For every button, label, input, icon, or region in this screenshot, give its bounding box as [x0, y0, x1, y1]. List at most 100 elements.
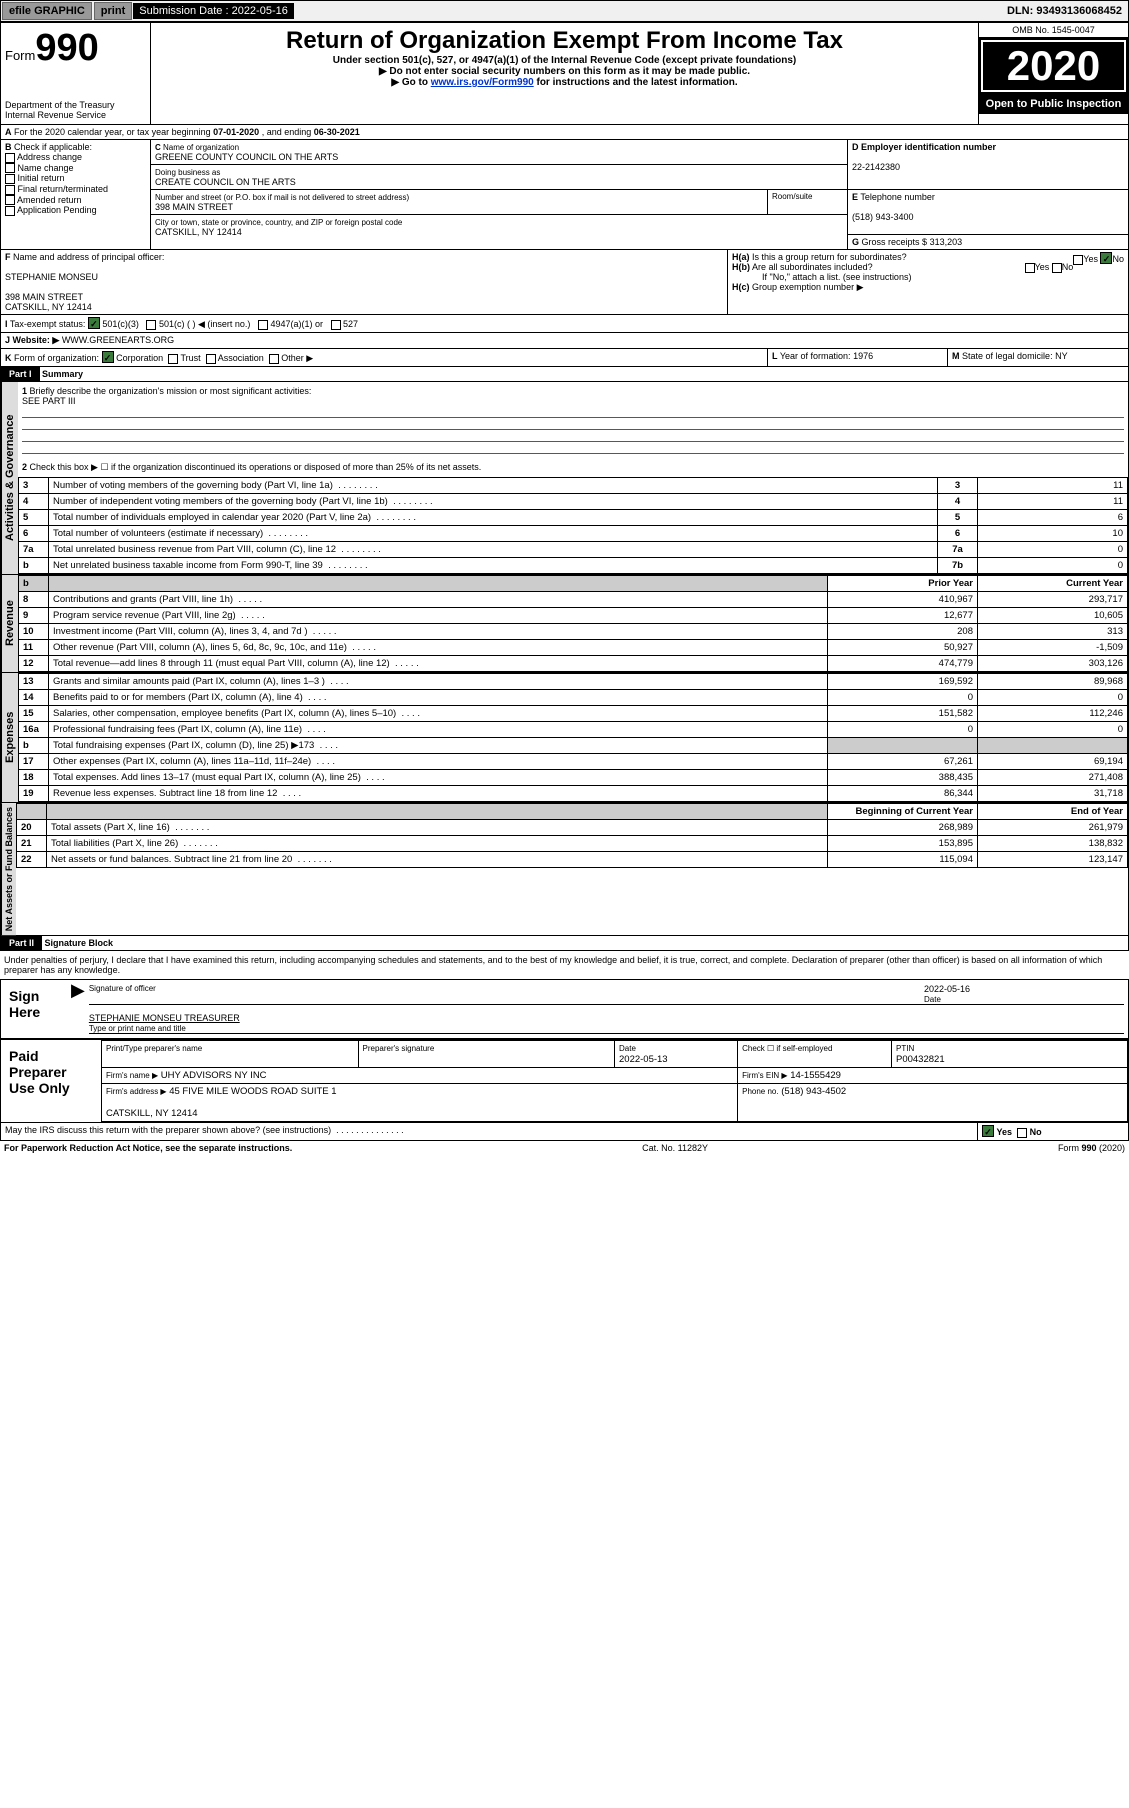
net-table: Beginning of Current YearEnd of Year20To…	[16, 803, 1128, 868]
sub3-pre: ▶ Go to	[391, 77, 430, 88]
part2-header: Part II Signature Block	[0, 936, 1129, 951]
line-klm: K Form of organization: ✓ Corporation Tr…	[0, 349, 1129, 367]
b-checkbox[interactable]	[5, 206, 15, 216]
no-label: No	[1030, 1127, 1042, 1137]
line-a-text: For the 2020 calendar year, or tax year …	[14, 127, 213, 137]
form-org-label: Form of organization:	[14, 353, 99, 363]
sig-name-label: Type or print name and title	[89, 1024, 186, 1033]
gross-label: Gross receipts $	[862, 237, 928, 247]
efile-btn[interactable]: efile GRAPHIC	[2, 2, 92, 20]
501c3-checkbox[interactable]: ✓	[88, 317, 100, 329]
firm-name: UHY ADVISORS NY INC	[161, 1070, 267, 1081]
b-checkbox[interactable]	[5, 174, 15, 184]
ha-label: Is this a group return for subordinates?	[752, 252, 907, 262]
b-item-label: Final return/terminated	[18, 184, 109, 194]
mission-line	[22, 406, 1124, 418]
form-num: 990	[35, 27, 98, 69]
b-checkbox[interactable]	[5, 195, 15, 205]
dba-label: Doing business as	[155, 168, 220, 177]
subtitle-1: Under section 501(c), 527, or 4947(a)(1)…	[155, 55, 974, 66]
ptin-label: PTIN	[896, 1044, 914, 1053]
c-name-label: Name of organization	[163, 143, 239, 152]
officer-addr: 398 MAIN STREET CATSKILL, NY 12414	[5, 292, 92, 312]
other-checkbox[interactable]	[269, 354, 279, 364]
sign-here-label: Sign Here	[1, 980, 71, 1038]
line-a: A For the 2020 calendar year, or tax yea…	[0, 125, 1129, 140]
discuss-no-checkbox[interactable]	[1017, 1128, 1027, 1138]
discuss-yes-checkbox[interactable]: ✓	[982, 1125, 994, 1137]
4947-checkbox[interactable]	[258, 320, 268, 330]
side-revenue: Revenue	[1, 575, 18, 672]
sign-block: Sign Here ▶ Signature of officer 2022-05…	[0, 979, 1129, 1039]
subdate-label: Submission Date :	[139, 5, 228, 17]
phone-label: Telephone number	[860, 192, 935, 202]
b-item-label: Amended return	[17, 195, 82, 205]
side-expenses: Expenses	[1, 673, 18, 802]
b-checkbox[interactable]	[5, 163, 15, 173]
ha-no-checkbox[interactable]: ✓	[1100, 252, 1112, 264]
ha-yes-checkbox[interactable]	[1073, 255, 1083, 265]
q1-label: Briefly describe the organization's miss…	[30, 386, 312, 396]
paid-title: Paid Preparer Use Only	[1, 1040, 101, 1122]
line-a-mid: , and ending	[262, 127, 314, 137]
f-h-block: F Name and address of principal officer:…	[0, 250, 1129, 315]
entity-block: B Check if applicable: Address change Na…	[0, 140, 1129, 250]
assoc-checkbox[interactable]	[206, 354, 216, 364]
expenses-block: Expenses 13Grants and similar amounts pa…	[0, 673, 1129, 803]
form-header: Form990 Department of the Treasury Inter…	[0, 22, 1129, 125]
part1-title: Part I	[1, 367, 40, 381]
opt-assoc: Association	[218, 353, 264, 363]
b-checkbox[interactable]	[5, 185, 15, 195]
form-version: Form 990 (2020)	[1058, 1143, 1125, 1153]
self-emp-label: Check ☐ if self-employed	[742, 1044, 832, 1053]
hb-note: If "No," attach a list. (see instruction…	[732, 272, 911, 282]
ein-label: Employer identification number	[861, 142, 996, 152]
sub3-post: for instructions and the latest informat…	[534, 77, 738, 88]
officer-name: STEPHANIE MONSEU	[5, 272, 98, 282]
opt-other: Other ▶	[281, 353, 313, 363]
revenue-block: Revenue bPrior YearCurrent Year8Contribu…	[0, 575, 1129, 673]
dln: DLN: 93493136068452	[1007, 5, 1128, 17]
527-checkbox[interactable]	[331, 320, 341, 330]
year-form-label: Year of formation:	[780, 351, 851, 361]
irs-link[interactable]: www.irs.gov/Form990	[431, 77, 534, 88]
year-form-val: 1976	[853, 351, 873, 361]
mission-line	[22, 418, 1124, 430]
line-i: I Tax-exempt status: ✓ 501(c)(3) 501(c) …	[0, 315, 1129, 333]
corp-checkbox[interactable]: ✓	[102, 351, 114, 363]
print-btn[interactable]: print	[94, 2, 132, 20]
opt-trust: Trust	[180, 353, 200, 363]
prep-name-label: Print/Type preparer's name	[106, 1044, 202, 1053]
addr-label: Number and street (or P.O. box if mail i…	[155, 193, 409, 202]
b-item-label: Initial return	[18, 173, 65, 183]
hb-label: Are all subordinates included?	[752, 262, 873, 272]
opt-501c: 501(c) ( ) ◀ (insert no.)	[159, 319, 250, 329]
dept-treasury: Department of the Treasury Internal Reve…	[5, 100, 146, 120]
hb-no-checkbox[interactable]	[1052, 263, 1062, 273]
officer-label: Name and address of principal officer:	[13, 252, 164, 262]
b-item-label: Application Pending	[17, 205, 97, 215]
side-governance: Activities & Governance	[1, 382, 18, 574]
b-item-label: Address change	[17, 152, 82, 162]
trust-checkbox[interactable]	[168, 354, 178, 364]
paid-preparer-block: Paid Preparer Use Only Print/Type prepar…	[0, 1039, 1129, 1123]
501c-checkbox[interactable]	[146, 320, 156, 330]
ptin-val: P00432821	[896, 1054, 945, 1065]
city-val: CATSKILL, NY 12414	[155, 227, 242, 237]
q2-label: Check this box ▶ ☐ if the organization d…	[30, 462, 482, 472]
year-end: 06-30-2021	[314, 127, 360, 137]
part2-title: Part II	[1, 936, 42, 950]
hb-yes-checkbox[interactable]	[1025, 263, 1035, 273]
part1-body: Activities & Governance 1 Briefly descri…	[0, 382, 1129, 575]
state-label: State of legal domicile:	[962, 351, 1053, 361]
b-checkbox[interactable]	[5, 153, 15, 163]
side-net: Net Assets or Fund Balances	[1, 803, 16, 935]
prep-date: 2022-05-13	[619, 1054, 668, 1065]
cat-no: Cat. No. 11282Y	[642, 1143, 708, 1153]
net-block: Net Assets or Fund Balances Beginning of…	[0, 803, 1129, 936]
sig-name: STEPHANIE MONSEU TREASURER	[89, 1013, 240, 1023]
org-name: GREENE COUNTY COUNCIL ON THE ARTS	[155, 152, 338, 162]
room-label: Room/suite	[767, 190, 847, 214]
opt-527: 527	[343, 319, 358, 329]
prep-date-label: Date	[619, 1044, 636, 1053]
